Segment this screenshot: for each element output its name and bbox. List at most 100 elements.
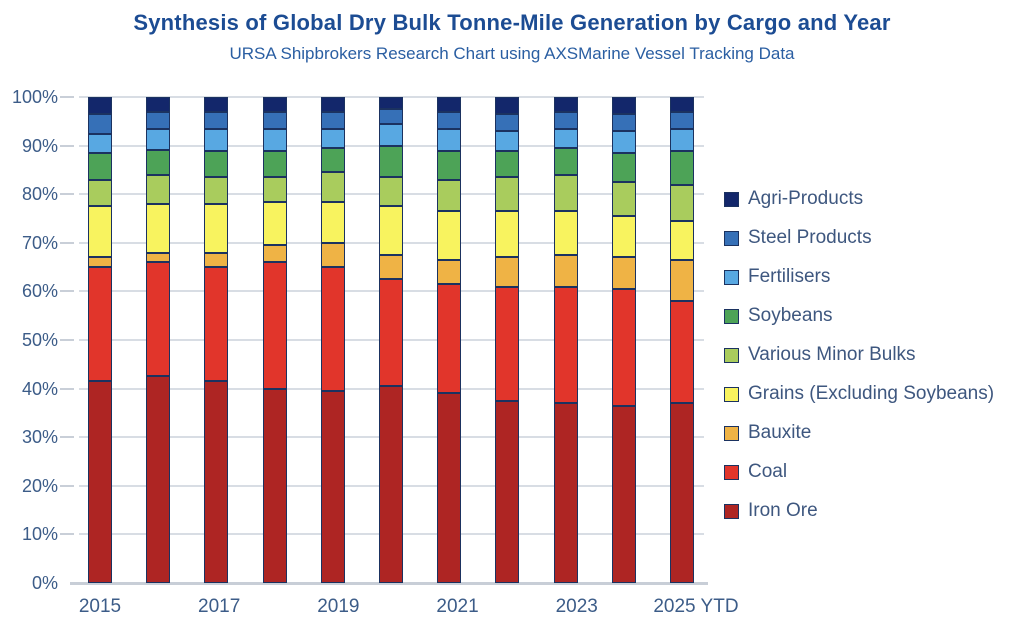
- segment-soybeans: [553, 148, 578, 175]
- segment-coal: [320, 267, 345, 392]
- segment-steel-products: [320, 111, 345, 129]
- bar-2022: [495, 97, 520, 583]
- y-tick-label: 20%: [21, 475, 58, 496]
- plot-area: 100% 90% 80% 70% 60% 50% 40% 30% 20% 10% 0%: [12, 87, 708, 593]
- legend-label: Soybeans: [748, 305, 833, 326]
- segment-coal: [669, 301, 694, 404]
- segment-grains-excluding-soybeans: [204, 203, 229, 253]
- segment-fertilisers: [262, 128, 287, 151]
- y-tick-mark: [60, 533, 74, 536]
- segment-various-minor-bulks: [611, 182, 636, 217]
- segment-agri-products: [146, 97, 171, 112]
- legend-item-various-minor-bulks: Various Minor Bulks: [724, 344, 1020, 366]
- segment-steel-products: [437, 111, 462, 129]
- segment-fertilisers: [88, 133, 112, 153]
- segment-iron-ore: [669, 403, 694, 583]
- chart-subtitle: URSA Shipbrokers Research Chart using AX…: [229, 44, 795, 63]
- segment-bauxite: [553, 254, 578, 287]
- segment-grains-excluding-soybeans: [669, 220, 694, 260]
- segment-various-minor-bulks: [146, 174, 171, 204]
- x-slot-2017: 2017: [198, 594, 240, 620]
- segment-various-minor-bulks: [320, 172, 345, 202]
- segment-grains-excluding-soybeans: [262, 201, 287, 246]
- segment-agri-products: [495, 97, 520, 115]
- segment-iron-ore: [495, 400, 520, 583]
- y-tick-mark: [60, 290, 74, 293]
- legend-swatch-bauxite: [724, 425, 739, 441]
- segment-agri-products: [669, 97, 694, 112]
- x-slot-2024: [624, 594, 648, 620]
- legend-item-bauxite: Bauxite: [724, 422, 1020, 444]
- segment-agri-products: [611, 97, 636, 115]
- segment-iron-ore: [611, 405, 636, 583]
- segment-coal: [378, 279, 403, 387]
- segment-iron-ore: [204, 381, 229, 583]
- segment-coal: [553, 286, 578, 404]
- segment-agri-products: [320, 97, 345, 112]
- segment-iron-ore: [262, 388, 287, 583]
- x-slot-2015: 2015: [79, 594, 121, 620]
- segment-various-minor-bulks: [262, 177, 287, 202]
- segment-bauxite: [88, 257, 112, 268]
- segment-fertilisers: [146, 128, 171, 151]
- segment-iron-ore: [437, 393, 462, 583]
- segment-coal: [262, 262, 287, 389]
- segment-bauxite: [320, 242, 345, 268]
- bar-2024: [611, 97, 636, 583]
- legend-item-grains-excluding-soybeans: Grains (Excluding Soybeans): [724, 383, 1020, 405]
- legend-swatch-iron-ore: [724, 503, 739, 519]
- bar-2017: [204, 97, 229, 583]
- legend-label: Various Minor Bulks: [748, 344, 916, 365]
- legend-swatch-coal: [724, 464, 739, 480]
- x-slot-2019: 2019: [317, 594, 359, 620]
- segment-steel-products: [262, 111, 287, 129]
- x-slot-2022: [505, 594, 529, 620]
- bar-2016: [146, 97, 171, 583]
- segment-grains-excluding-soybeans: [611, 216, 636, 258]
- y-tick-mark: [60, 193, 74, 196]
- x-tick-label: 2023: [555, 596, 598, 617]
- y-tick-label: 90%: [21, 135, 58, 156]
- x-slot-2023: 2023: [556, 594, 598, 620]
- segment-grains-excluding-soybeans: [495, 211, 520, 258]
- segment-fertilisers: [437, 128, 462, 151]
- x-tick-label: 2017: [198, 596, 241, 617]
- segment-bauxite: [669, 259, 694, 302]
- segment-agri-products: [437, 97, 462, 112]
- x-tick-label: 2019: [317, 596, 360, 617]
- x-tick-label: 2021: [436, 596, 479, 617]
- segment-bauxite: [495, 257, 520, 287]
- segment-various-minor-bulks: [495, 177, 520, 212]
- bar-2015: [88, 97, 112, 583]
- segment-soybeans: [669, 150, 694, 185]
- segment-coal: [495, 286, 520, 401]
- legend-swatch-soybeans: [724, 308, 739, 324]
- legend-swatch-agri-products: [724, 191, 739, 207]
- segment-various-minor-bulks: [378, 177, 403, 207]
- y-tick-mark: [60, 241, 74, 244]
- segment-soybeans: [611, 152, 636, 183]
- x-axis: 2015 2017 2019 2021 2023 2025 YTD: [79, 594, 739, 620]
- segment-various-minor-bulks: [437, 179, 462, 212]
- legend-item-iron-ore: Iron Ore: [724, 500, 1020, 522]
- legend-label: Steel Products: [748, 227, 872, 248]
- bar-2020: [378, 97, 403, 583]
- legend-item-coal: Coal: [724, 461, 1020, 483]
- y-tick-mark: [60, 436, 74, 439]
- segment-steel-products: [204, 111, 229, 129]
- segment-steel-products: [611, 114, 636, 132]
- y-tick-mark: [60, 387, 74, 390]
- legend-label: Agri-Products: [748, 188, 864, 209]
- y-tick-label: 30%: [21, 427, 58, 448]
- segment-bauxite: [611, 257, 636, 289]
- segment-agri-products: [88, 97, 112, 115]
- segment-fertilisers: [611, 131, 636, 153]
- segment-bauxite: [437, 259, 462, 285]
- segment-soybeans: [88, 152, 112, 180]
- segment-bauxite: [204, 252, 229, 268]
- legend: Agri-Products Steel Products Fertilisers So…: [724, 188, 1020, 539]
- y-tick-mark: [60, 96, 74, 98]
- segment-grains-excluding-soybeans: [378, 206, 403, 255]
- segment-bauxite: [262, 245, 287, 263]
